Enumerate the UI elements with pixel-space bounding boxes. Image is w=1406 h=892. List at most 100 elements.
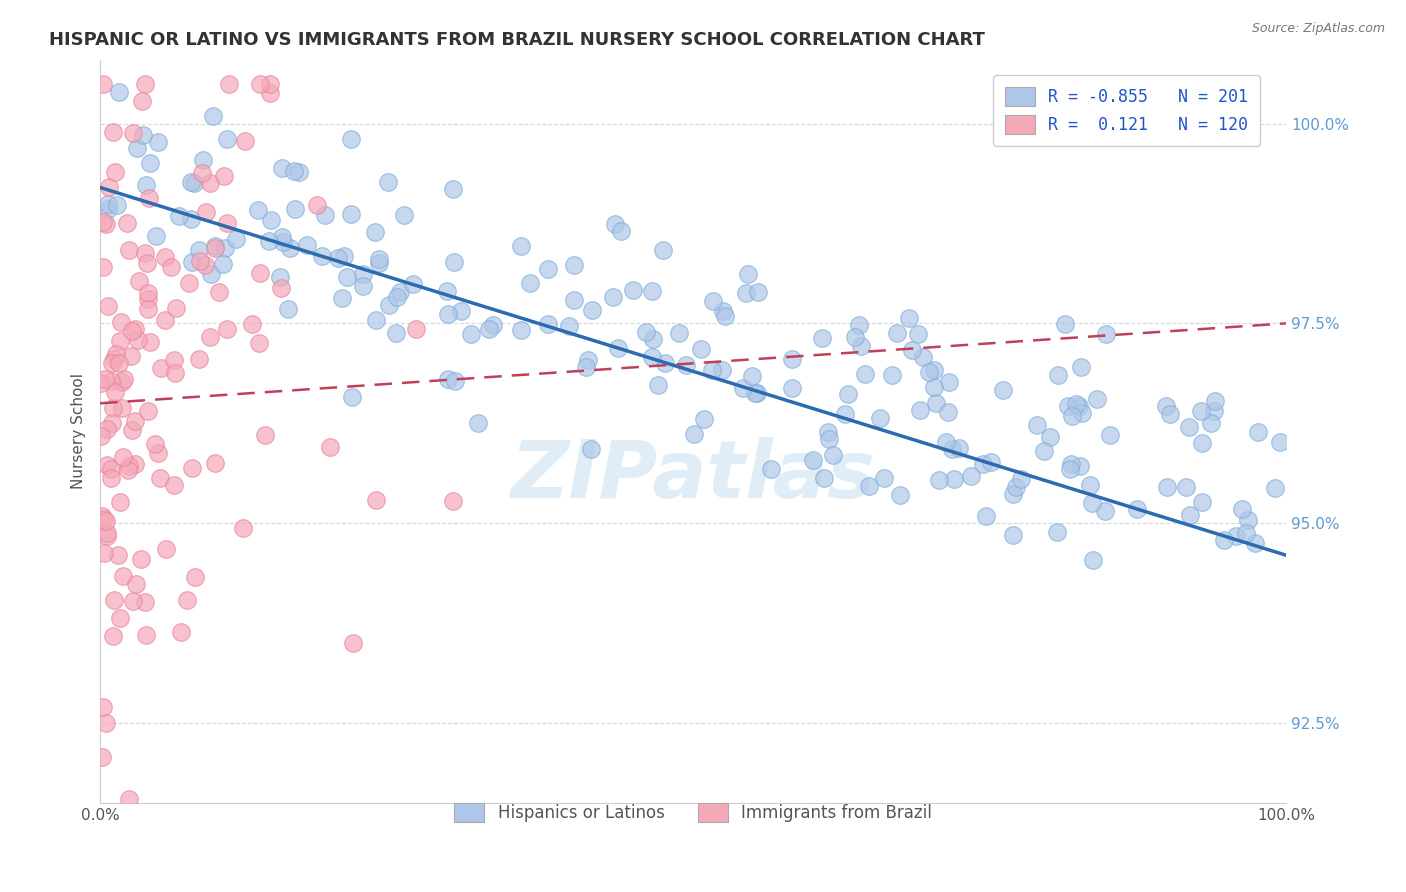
Point [105, 198, 128, 212]
Point [155, 250, 177, 264]
Point [148, 446, 170, 460]
Point [908, 402, 931, 417]
Point [107, 548, 129, 562]
Point [135, 628, 157, 642]
Point [111, 401, 134, 416]
Point [1270, 434, 1292, 449]
Point [96, 515, 118, 529]
Point [127, 141, 149, 155]
Point [100, 356, 122, 370]
Point [90, 376, 112, 390]
Point [184, 570, 207, 584]
Point [641, 284, 664, 298]
Point [97, 196, 120, 211]
Point [941, 442, 963, 456]
Point [180, 460, 202, 475]
Point [135, 178, 157, 192]
Point [603, 218, 626, 232]
Point [94, 218, 117, 232]
Point [801, 452, 824, 467]
Text: Source: ZipAtlas.com: Source: ZipAtlas.com [1251, 22, 1385, 36]
Point [134, 245, 156, 260]
Point [288, 165, 311, 179]
Point [129, 551, 152, 566]
Point [200, 267, 222, 281]
Point [101, 629, 124, 643]
Point [138, 334, 160, 349]
Point [118, 243, 141, 257]
Point [509, 239, 531, 253]
Point [159, 260, 181, 274]
Point [149, 471, 172, 485]
Point [1047, 368, 1070, 383]
Point [734, 286, 756, 301]
Point [191, 166, 214, 180]
Point [1046, 525, 1069, 540]
Point [181, 255, 204, 269]
Point [136, 404, 159, 418]
Point [155, 542, 177, 557]
Point [134, 77, 156, 91]
Point [100, 470, 122, 484]
Point [907, 326, 929, 341]
Point [731, 381, 754, 395]
Point [352, 279, 374, 293]
Point [922, 363, 945, 377]
Point [702, 294, 724, 309]
Point [259, 86, 281, 100]
Point [93, 512, 115, 526]
Point [96, 715, 118, 730]
Point [125, 577, 148, 591]
Point [188, 352, 211, 367]
Point [232, 521, 254, 535]
Point [1001, 528, 1024, 542]
Point [96, 422, 118, 436]
Point [1178, 420, 1201, 434]
Point [105, 347, 128, 361]
Point [270, 281, 292, 295]
Point [882, 368, 904, 382]
Point [188, 254, 211, 268]
Point [101, 417, 124, 431]
Point [837, 387, 859, 401]
Point [889, 487, 911, 501]
Point [443, 254, 465, 268]
Point [1126, 501, 1149, 516]
Point [897, 311, 920, 326]
Point [108, 610, 131, 624]
Point [124, 321, 146, 335]
Point [120, 349, 142, 363]
Point [576, 353, 599, 368]
Point [1199, 417, 1222, 431]
Point [352, 267, 374, 281]
Point [1038, 430, 1060, 444]
Point [935, 435, 957, 450]
Point [980, 455, 1002, 469]
Point [249, 77, 271, 91]
Point [991, 383, 1014, 397]
Point [136, 256, 159, 270]
Point [1081, 496, 1104, 510]
Point [128, 274, 150, 288]
Point [811, 331, 834, 345]
Point [165, 301, 187, 315]
Point [103, 593, 125, 607]
Point [482, 318, 505, 333]
Point [108, 495, 131, 509]
Point [519, 277, 541, 291]
Point [938, 376, 960, 390]
Point [943, 472, 966, 486]
Point [936, 405, 959, 419]
Point [693, 411, 716, 425]
Point [873, 471, 896, 485]
Point [103, 401, 125, 415]
Point [974, 509, 997, 524]
Point [132, 128, 155, 143]
Point [1026, 418, 1049, 433]
Point [1083, 552, 1105, 566]
Point [121, 324, 143, 338]
Point [259, 234, 281, 248]
Y-axis label: Nursery School: Nursery School [72, 373, 86, 490]
Point [510, 323, 533, 337]
Point [204, 239, 226, 253]
